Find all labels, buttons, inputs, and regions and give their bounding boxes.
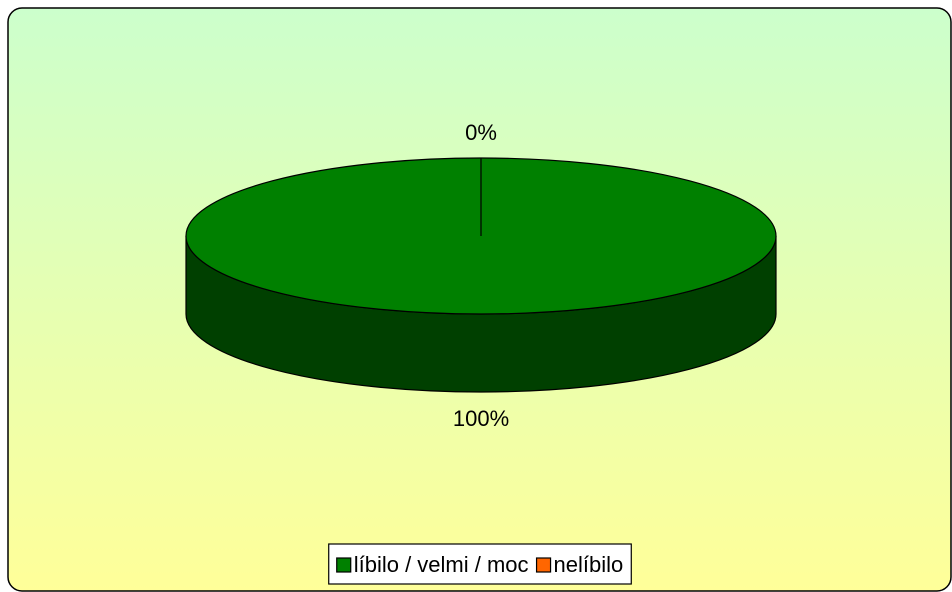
data-label: 100%	[453, 406, 509, 431]
legend-label: nelíbilo	[554, 552, 624, 577]
legend-swatch	[535, 557, 552, 573]
data-label: 0%	[465, 120, 497, 145]
legend-label: líbilo / velmi / moc	[354, 552, 529, 577]
legend-box	[328, 543, 632, 585]
legend-swatch	[336, 557, 352, 573]
legend: líbilo / velmi / moc nelíbilo	[328, 543, 632, 585]
